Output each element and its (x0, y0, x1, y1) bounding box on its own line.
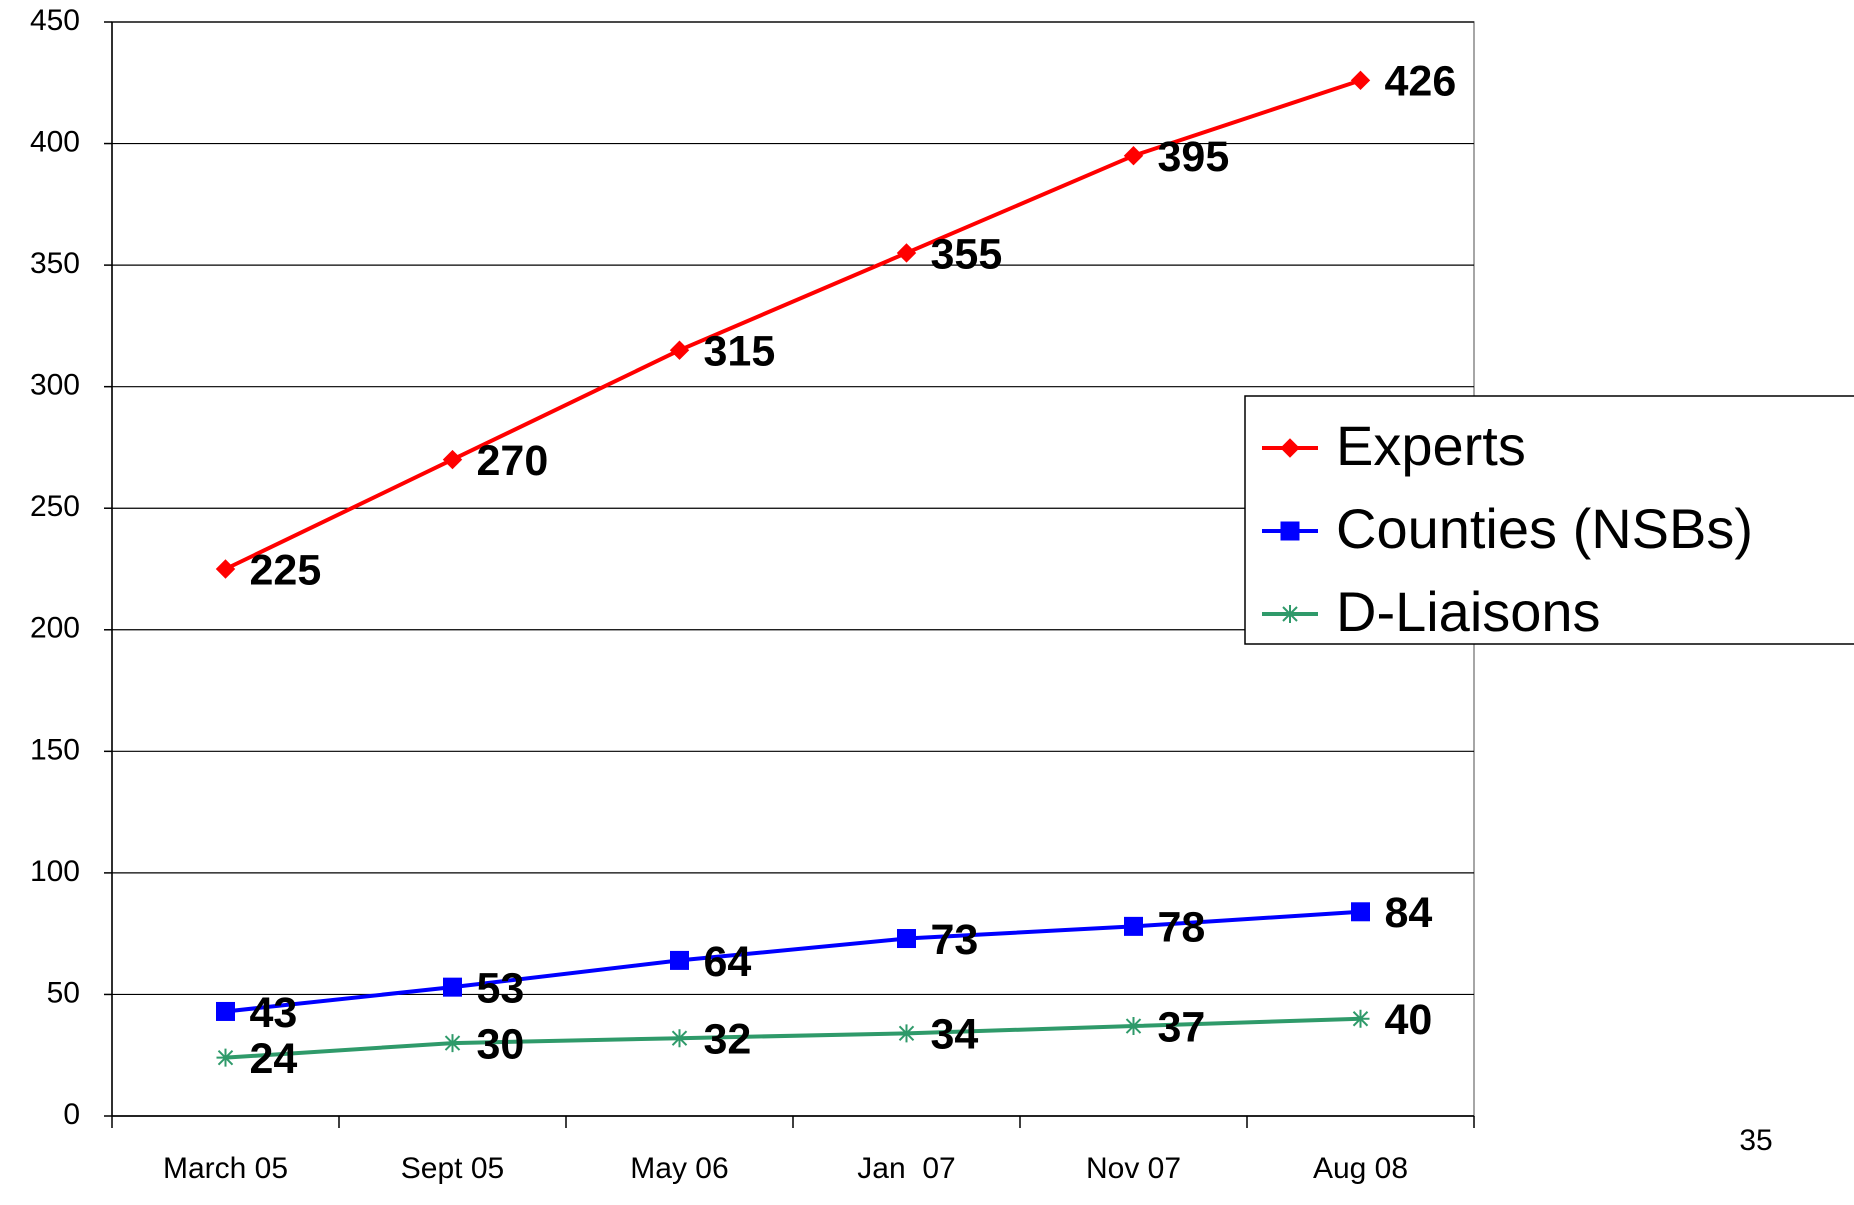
y-tick-label: 200 (30, 612, 80, 645)
data-label: 34 (931, 1011, 979, 1059)
marker (670, 1029, 689, 1048)
data-label: 53 (477, 965, 525, 1013)
data-label: 24 (250, 1035, 298, 1083)
marker (669, 340, 690, 360)
legend: Experts Counties (NSBs) D-Liaisons (1244, 395, 1854, 645)
marker (1351, 902, 1370, 922)
x-tick-label: Aug 08 (1313, 1152, 1408, 1185)
data-label: 78 (1158, 904, 1206, 952)
x-tick-label: Jan 07 (857, 1152, 955, 1185)
data-label: 84 (1385, 889, 1433, 937)
data-label: 270 (477, 437, 549, 485)
legend-label: Experts (1336, 414, 1526, 477)
marker (670, 950, 689, 970)
marker (1280, 438, 1300, 458)
y-tick-label: 150 (30, 733, 80, 766)
marker (897, 1024, 916, 1043)
data-label: 426 (1385, 58, 1457, 106)
marker (216, 1001, 235, 1021)
y-tick-label: 350 (30, 247, 80, 280)
marker (216, 1048, 235, 1067)
legend-label: D-Liaisons (1336, 580, 1601, 643)
x-tick-label: May 06 (630, 1152, 728, 1185)
x-tick-label: Sept 05 (401, 1152, 504, 1185)
data-label: 315 (704, 328, 776, 376)
data-label: 30 (477, 1020, 525, 1068)
series-line (225, 1016, 1361, 1060)
data-label: 32 (704, 1016, 752, 1064)
legend-box (1244, 395, 1854, 645)
data-label: 37 (1158, 1003, 1206, 1051)
data-label: 64 (704, 938, 752, 986)
x-tick-label: March 05 (163, 1152, 288, 1185)
data-label: 395 (1158, 133, 1230, 181)
y-tick-label: 0 (63, 1098, 80, 1131)
series-line (225, 909, 1361, 1014)
marker (1124, 1017, 1143, 1036)
marker (1281, 605, 1299, 623)
marker (1350, 70, 1371, 91)
data-label: 225 (250, 546, 322, 594)
data-label: 355 (931, 230, 1003, 278)
page-number: 35 (1739, 1124, 1772, 1157)
marker (1351, 1009, 1370, 1028)
marker (1280, 521, 1300, 541)
series-line (224, 78, 1362, 571)
marker (896, 243, 917, 263)
data-label: 43 (250, 989, 298, 1037)
marker (897, 929, 916, 949)
marker (1123, 146, 1144, 166)
marker (215, 559, 236, 579)
x-tick-label: Nov 07 (1086, 1152, 1181, 1185)
legend-label: Counties (NSBs) (1336, 497, 1753, 560)
y-tick-label: 300 (30, 369, 80, 402)
data-label: 73 (931, 916, 979, 964)
marker (443, 1034, 462, 1053)
marker (1124, 916, 1143, 936)
data-label: 40 (1385, 996, 1433, 1044)
y-tick-label: 50 (47, 976, 80, 1009)
y-tick-label: 400 (30, 125, 80, 158)
marker (442, 449, 463, 470)
y-tick-label: 100 (30, 855, 80, 888)
y-tick-label: 450 (30, 4, 80, 37)
y-tick-label: 250 (30, 490, 80, 523)
marker (443, 977, 462, 997)
